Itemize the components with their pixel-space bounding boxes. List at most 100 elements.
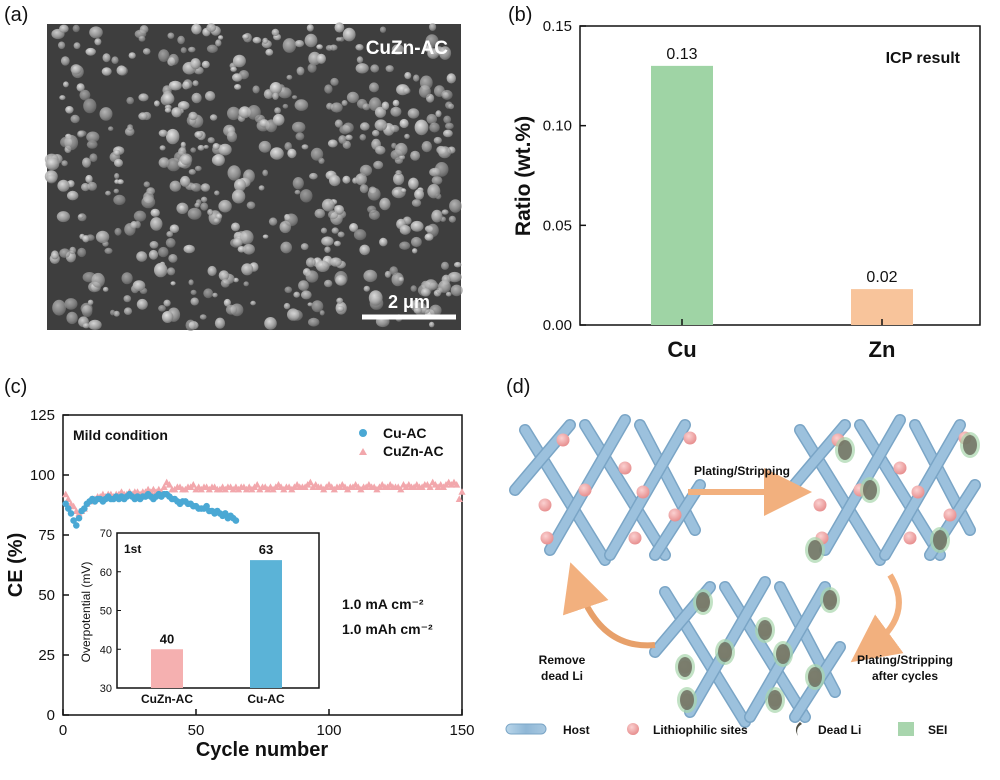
sem-grain <box>271 28 280 36</box>
sem-grain <box>362 103 371 111</box>
sem-grain <box>167 267 176 276</box>
sem-grain <box>206 23 217 33</box>
sem-grain <box>324 84 333 94</box>
chart-b-y-tick-label: 0.05 <box>543 217 572 234</box>
sem-grain <box>429 23 437 31</box>
sem-grain <box>226 131 238 143</box>
inset-bars: 40 CuZn-AC 63 Cu-AC <box>141 542 285 706</box>
panel-a-sem-image: CuZn-AC 2 μm <box>44 22 463 331</box>
arrow-label-after-cycles-2: after cycles <box>872 669 938 683</box>
chart-c-annotation: Mild condition <box>73 427 168 443</box>
legend-sei-label: SEI <box>928 723 947 737</box>
sem-grain <box>82 235 90 243</box>
sem-grain <box>149 241 159 249</box>
point-cuzn-ac <box>253 481 261 488</box>
sem-grain <box>334 22 345 33</box>
sem-grain <box>230 66 237 72</box>
sem-grain <box>412 248 418 254</box>
sem-grain <box>429 167 441 177</box>
lattice-pristine <box>509 414 706 566</box>
sem-grain <box>192 80 199 87</box>
sem-grain <box>138 112 148 121</box>
host-rod <box>660 587 750 727</box>
sem-grain <box>400 188 407 193</box>
sem-grain <box>320 227 328 234</box>
sem-grain <box>133 210 147 222</box>
lithiophilic-site <box>578 483 592 497</box>
arrow-remove-dead-li <box>562 562 656 649</box>
panel-d-label: (d) <box>506 376 531 398</box>
chart-c-x-tick-label: 50 <box>188 722 205 739</box>
sem-grain <box>414 189 425 200</box>
sem-grain <box>87 181 97 191</box>
sem-grain <box>330 77 339 86</box>
sem-grain <box>212 143 220 150</box>
sem-grain <box>142 48 151 55</box>
chart-c-y-tick-label: 125 <box>30 407 55 424</box>
sem-grain <box>242 34 250 40</box>
sem-grain <box>296 66 305 76</box>
point-cuzn-ac <box>64 495 72 502</box>
sem-grain <box>431 176 443 185</box>
schematic-lattices <box>509 414 981 728</box>
sem-grain <box>441 261 449 270</box>
sem-grain <box>398 276 404 282</box>
legend-host-icon <box>505 723 547 735</box>
arrow-label-remove-2: dead Li <box>541 669 583 683</box>
sem-grain <box>158 49 170 62</box>
inset-bar-cuzn-ac <box>151 649 183 688</box>
sem-grain <box>63 81 69 88</box>
sem-grain <box>108 126 114 131</box>
sem-grain <box>407 108 420 119</box>
sem-grain <box>247 105 261 120</box>
sem-grain <box>117 66 128 76</box>
sem-grain <box>154 100 160 107</box>
sem-grain <box>83 98 97 114</box>
legend-site-icon <box>627 723 639 735</box>
sem-grain <box>287 148 297 159</box>
sem-grain <box>59 95 66 101</box>
inset-frame <box>116 532 320 689</box>
sem-grain <box>60 56 70 66</box>
lithiophilic-site <box>618 461 632 475</box>
sem-grain <box>316 53 326 64</box>
sem-grain <box>375 145 386 155</box>
sem-grain <box>372 129 380 137</box>
lithiophilic-site <box>893 461 907 475</box>
sem-grain <box>66 311 78 325</box>
sem-grain <box>338 135 347 144</box>
sem-grain <box>203 288 214 299</box>
sem-grain <box>123 307 133 316</box>
sem-grain <box>252 36 262 44</box>
sem-grain <box>262 169 269 177</box>
sem-grain <box>218 35 224 40</box>
chart-b-y-axis-label: Ratio (wt.%) <box>512 116 535 236</box>
sem-grain <box>78 214 84 219</box>
sem-grain <box>338 36 345 42</box>
legend-site-label: Lithiophilic sites <box>653 723 748 737</box>
sem-grain <box>113 194 126 206</box>
sem-grain <box>443 115 452 124</box>
dead-li <box>863 480 877 500</box>
chart-b-bar-cu <box>651 65 713 325</box>
chart-c: 0 25 50 75 100 125 0 50 100 150 CE (%) Cycle numb… <box>5 407 475 761</box>
sem-grain <box>69 246 76 255</box>
sem-grain <box>101 67 112 76</box>
sem-grain <box>374 106 387 118</box>
sem-grain <box>356 56 364 64</box>
panel-c-label: (c) <box>4 376 28 398</box>
point-cuzn-ac <box>165 481 173 488</box>
sem-grain <box>200 202 209 211</box>
sem-grain <box>77 130 85 138</box>
sem-grain <box>336 297 344 304</box>
sem-grain <box>329 257 342 267</box>
inset-y-tick-label: 60 <box>100 567 112 579</box>
point-cuzn-ac <box>189 481 197 488</box>
sem-grain <box>168 53 179 66</box>
chart-b-bars: 0.13 Cu 0.02 Zn <box>651 46 913 362</box>
sem-grain <box>79 89 91 101</box>
sem-grain <box>190 147 197 153</box>
sem-grain <box>166 128 180 145</box>
sem-grain <box>355 63 369 74</box>
